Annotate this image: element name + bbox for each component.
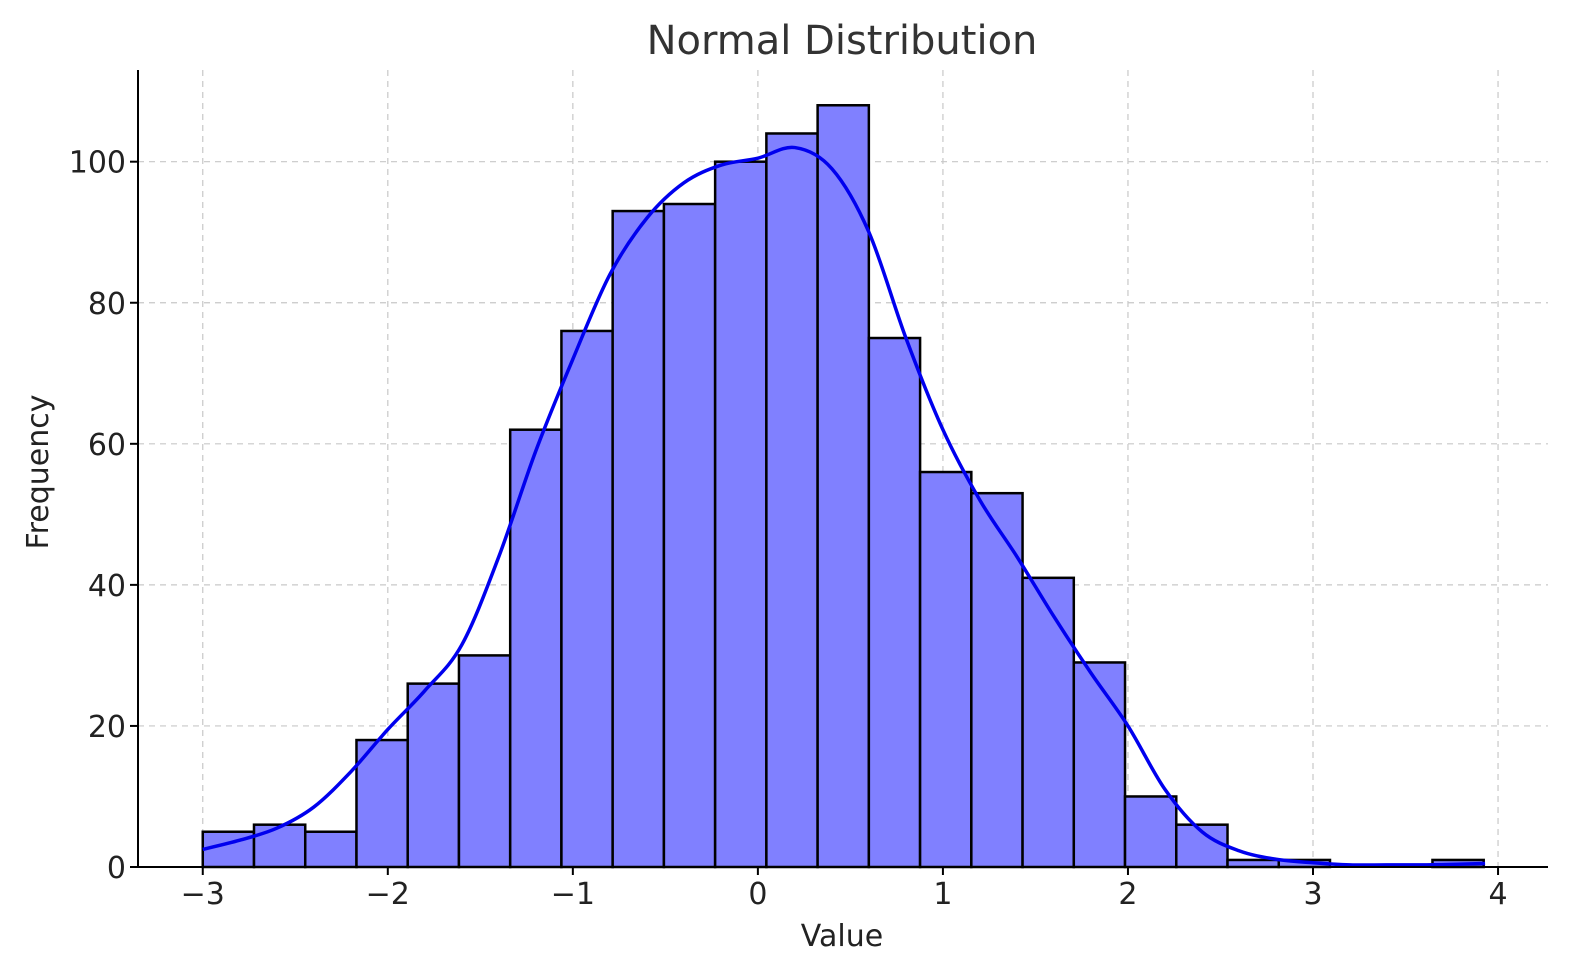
y-tick-label: 20 [88, 710, 126, 745]
histogram-bar [457, 654, 512, 869]
histogram-bar [970, 491, 1024, 869]
y-tick-label: 60 [88, 428, 126, 463]
x-tick-label: 4 [1488, 877, 1507, 912]
histogram-bar [1072, 661, 1127, 869]
y-tick-label: 0 [107, 851, 126, 886]
histogram-bar [765, 132, 819, 869]
chart-title: Normal Distribution [647, 18, 1038, 64]
histogram-bar [508, 428, 563, 869]
y-tick-label: 80 [88, 287, 126, 322]
x-tick-label: 0 [748, 877, 767, 912]
histogram-bar [816, 104, 871, 869]
y-tick-label: 100 [69, 146, 126, 181]
histogram-bar [611, 209, 666, 869]
histogram-bar [303, 830, 358, 869]
x-axis-label: Value [801, 919, 883, 954]
histogram-bar [355, 738, 409, 869]
x-tick-label: 1 [933, 877, 952, 912]
histogram-bar [918, 470, 973, 869]
x-tick-label: −1 [551, 877, 595, 912]
x-tick-label: 3 [1303, 877, 1322, 912]
histogram-bar [252, 823, 307, 869]
histogram-bar [1226, 858, 1280, 869]
histogram-bar [560, 329, 614, 869]
y-ticks: 0 20 40 60 80 100 [69, 146, 138, 886]
x-tick-label: −3 [181, 877, 225, 912]
density-curve [202, 145, 1486, 867]
x-ticks: −3 −2 −1 0 1 2 3 4 [181, 867, 1508, 912]
y-tick-label: 40 [88, 569, 126, 604]
histogram-bar [1021, 576, 1076, 869]
x-tick-label: −2 [366, 877, 410, 912]
x-tick-label: 2 [1118, 877, 1137, 912]
histogram-bar [662, 202, 717, 869]
histogram-bar [713, 160, 768, 869]
histogram-bar [406, 682, 461, 869]
histogram-bar [867, 336, 922, 869]
y-axis-label: Frequency [21, 395, 56, 550]
histogram-bars [201, 104, 1485, 869]
histogram-bar [1123, 795, 1178, 869]
